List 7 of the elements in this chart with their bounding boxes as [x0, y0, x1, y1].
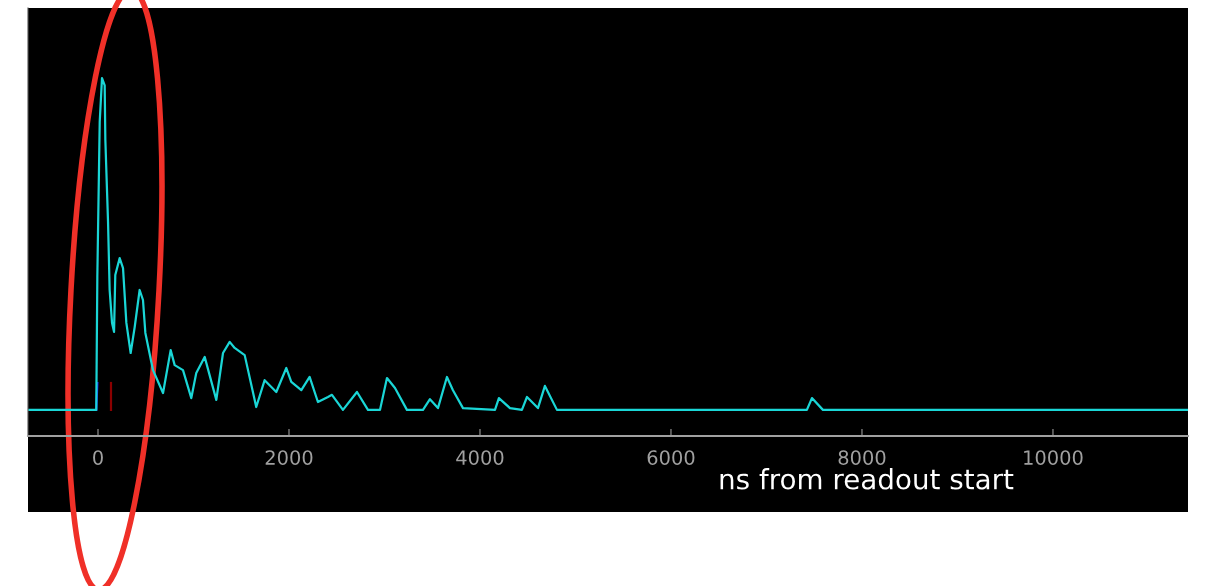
- x-tick-label: 10000: [1024, 450, 1083, 465]
- x-tick-label: 2000: [265, 450, 313, 465]
- x-tick-label: 4000: [456, 450, 504, 465]
- x-tick-label: 0: [93, 450, 103, 465]
- x-axis-title: ns from readout start: [720, 468, 1014, 490]
- x-tick-label: 8000: [838, 450, 886, 465]
- x-tick-label: 6000: [647, 450, 695, 465]
